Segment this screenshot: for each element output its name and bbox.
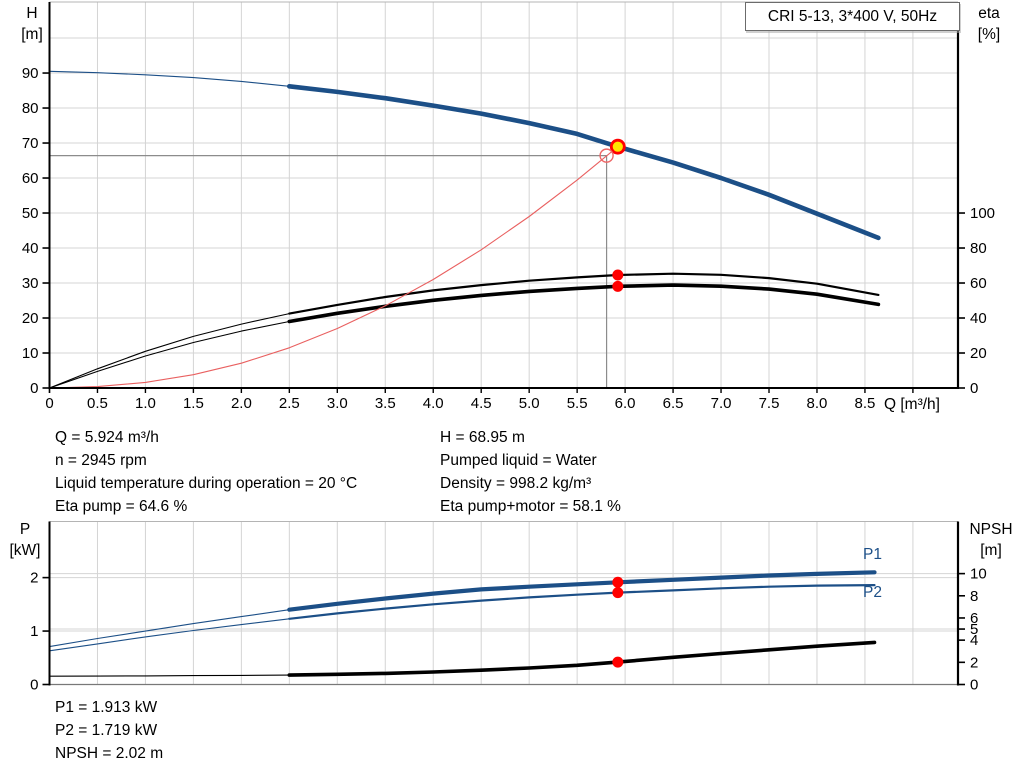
p1-series-label: P1 xyxy=(863,546,882,563)
svg-text:2.5: 2.5 xyxy=(279,395,300,412)
svg-text:4.0: 4.0 xyxy=(423,395,444,412)
p2-series-label: P2 xyxy=(863,584,882,601)
marker-eta-pump-motor-dot xyxy=(612,280,624,292)
svg-text:5.0: 5.0 xyxy=(519,395,540,412)
annotation-eta-pump: Eta pump = 64.6 % xyxy=(55,498,188,515)
duty-annotations-right: H = 68.95 m Pumped liquid = Water Densit… xyxy=(440,426,621,518)
svg-text:20: 20 xyxy=(22,310,39,327)
annotation-p2: P2 = 1.719 kW xyxy=(55,722,158,739)
svg-text:100: 100 xyxy=(970,205,995,222)
svg-text:10: 10 xyxy=(970,566,987,583)
p-axis-unit: [kW] xyxy=(9,542,41,559)
svg-text:10: 10 xyxy=(22,345,39,362)
h-axis-unit: [m] xyxy=(21,26,43,43)
svg-text:8.0: 8.0 xyxy=(807,395,828,412)
annotation-q: Q = 5.924 m³/h xyxy=(55,429,159,446)
power-gridlines xyxy=(49,521,958,685)
svg-text:0: 0 xyxy=(45,395,53,412)
svg-text:1.0: 1.0 xyxy=(135,395,156,412)
svg-text:60: 60 xyxy=(970,275,987,292)
npsh-axis-unit: [m] xyxy=(980,542,1002,559)
series-system-curve xyxy=(48,146,619,389)
eta-axis-name: eta xyxy=(978,5,1000,22)
series-eta-pump-motor xyxy=(48,283,881,389)
svg-text:40: 40 xyxy=(970,310,987,327)
power-chart: 0 1 2 0 2 456 8 10 xyxy=(30,521,987,694)
svg-text:50: 50 xyxy=(22,205,39,222)
svg-text:0: 0 xyxy=(970,677,978,694)
annotation-npsh: NPSH = 2.02 m xyxy=(55,745,164,762)
svg-text:7.5: 7.5 xyxy=(759,395,780,412)
chart-title: CRI 5-13, 3*400 V, 50Hz xyxy=(745,2,960,31)
svg-text:80: 80 xyxy=(970,240,987,257)
h-axis-name: H xyxy=(26,5,38,22)
svg-text:3.0: 3.0 xyxy=(327,395,348,412)
duty-guide-lines xyxy=(49,155,608,388)
marker-duty-point xyxy=(609,138,626,155)
svg-text:6: 6 xyxy=(970,610,978,627)
svg-text:40: 40 xyxy=(22,240,39,257)
annotation-speed: n = 2945 rpm xyxy=(55,452,147,469)
svg-text:4.5: 4.5 xyxy=(471,395,492,412)
svg-text:60: 60 xyxy=(22,170,39,187)
svg-text:0: 0 xyxy=(970,380,978,397)
svg-text:6.5: 6.5 xyxy=(663,395,684,412)
svg-text:8: 8 xyxy=(970,588,978,605)
marker-p1-dot xyxy=(612,576,624,588)
qh-tick-labels: 0 10 20 30 40 50 60 70 80 90 0 20 40 60 80 100 0 0.5 1.0 1.… xyxy=(22,65,995,412)
annotation-density: Density = 998.2 kg/m³ xyxy=(440,475,592,492)
npsh-axis-name: NPSH xyxy=(969,521,1013,538)
svg-text:0: 0 xyxy=(30,677,38,694)
svg-text:1.5: 1.5 xyxy=(183,395,204,412)
series-npsh-curve xyxy=(48,640,877,677)
h-axis-label: H [m] xyxy=(12,3,52,45)
svg-text:90: 90 xyxy=(22,65,39,82)
series-p2-curve xyxy=(48,584,876,652)
qh-gridlines xyxy=(49,2,958,388)
series-eta-pump xyxy=(48,272,880,389)
svg-text:6.0: 6.0 xyxy=(615,395,636,412)
svg-text:7.0: 7.0 xyxy=(711,395,732,412)
svg-text:2: 2 xyxy=(970,654,978,671)
qh-chart: 0 10 20 30 40 50 60 70 80 90 0 20 40 60 80 100 0 0.5 1.0 1.… xyxy=(22,1,995,412)
svg-text:0: 0 xyxy=(30,380,38,397)
annotation-h: H = 68.95 m xyxy=(440,429,525,446)
svg-text:5.5: 5.5 xyxy=(567,395,588,412)
series-p1-curve xyxy=(48,570,877,648)
svg-text:70: 70 xyxy=(22,135,39,152)
eta-axis-label: eta [%] xyxy=(966,3,1012,45)
annotation-liquid: Pumped liquid = Water xyxy=(440,452,597,469)
annotation-temperature: Liquid temperature during operation = 20… xyxy=(55,475,358,492)
marker-p2-dot xyxy=(612,587,624,599)
qh-frame xyxy=(48,1,960,389)
svg-text:8.5: 8.5 xyxy=(855,395,876,412)
marker-requested-duty-ring xyxy=(599,148,614,163)
svg-text:80: 80 xyxy=(22,100,39,117)
svg-text:2.0: 2.0 xyxy=(231,395,252,412)
series-pump-curve-h xyxy=(48,70,881,241)
annotation-eta-pump-motor: Eta pump+motor = 58.1 % xyxy=(440,498,621,515)
svg-text:4: 4 xyxy=(970,632,978,649)
svg-text:5: 5 xyxy=(970,621,978,638)
power-annotations: P1 = 1.913 kW P2 = 1.719 kW NPSH = 2.02 … xyxy=(55,696,163,765)
svg-text:20: 20 xyxy=(970,345,987,362)
svg-text:2: 2 xyxy=(30,570,38,587)
power-tick-labels: 0 1 2 0 2 456 8 10 xyxy=(30,566,987,694)
power-frame xyxy=(48,521,960,686)
svg-text:30: 30 xyxy=(22,275,39,292)
p-axis-name: P xyxy=(19,521,31,538)
eta-axis-unit: [%] xyxy=(977,26,1001,43)
p-axis-label: P [kW] xyxy=(4,519,46,561)
marker-npsh-dot xyxy=(612,656,624,668)
marker-eta-pump-dot xyxy=(612,269,624,281)
svg-text:3.5: 3.5 xyxy=(375,395,396,412)
duty-annotations-left: Q = 5.924 m³/h n = 2945 rpm Liquid tempe… xyxy=(55,426,357,518)
svg-text:0.5: 0.5 xyxy=(87,395,108,412)
npsh-axis-label: NPSH [m] xyxy=(960,519,1022,561)
q-axis-unit: Q [m³/h] xyxy=(884,396,940,413)
annotation-p1: P1 = 1.913 kW xyxy=(55,699,158,716)
svg-text:1: 1 xyxy=(30,623,38,640)
